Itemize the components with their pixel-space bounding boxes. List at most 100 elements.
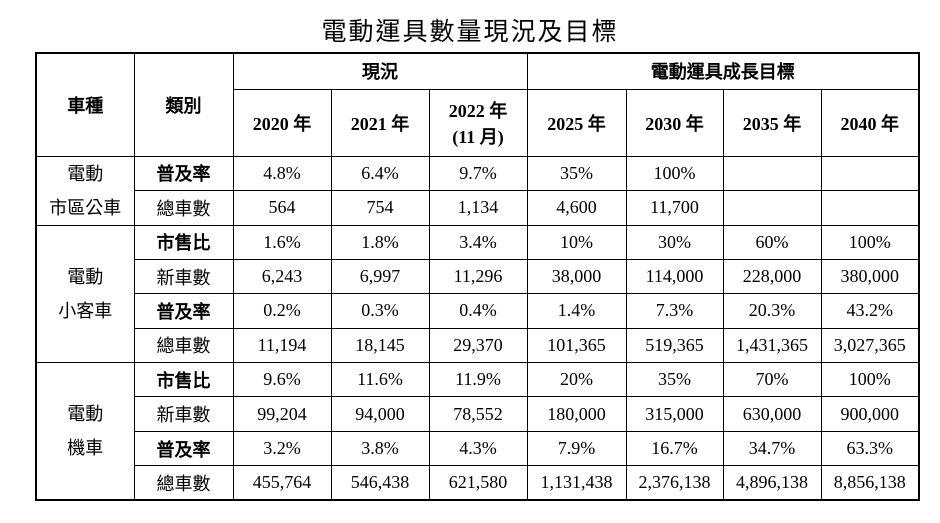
year-header: 2035 年 (722, 88, 822, 157)
value-cell: 7.9% (526, 430, 627, 467)
empty-cell (820, 190, 920, 226)
category-cell: 新車數 (133, 258, 234, 295)
value-cell: 3.8% (330, 430, 430, 467)
value-cell: 1.6% (232, 224, 332, 260)
value-cell: 20.3% (722, 293, 822, 329)
value-cell: 3.2% (232, 430, 332, 467)
value-cell: 11,296 (428, 258, 528, 295)
value-cell: 34.7% (722, 430, 822, 467)
header-cell: 車種 (35, 52, 135, 157)
year-header: 2020 年 (232, 88, 332, 157)
category-cell: 普及率 (133, 293, 234, 329)
value-cell: 10% (526, 224, 627, 260)
year-header: 2021 年 (330, 88, 430, 157)
data-row: 新車數 6,243 6,997 11,296 38,000 114,000 228,000 3… (36, 258, 920, 295)
empty-cell (820, 155, 920, 191)
value-cell: 29,370 (428, 327, 528, 364)
value-cell: 180,000 (526, 396, 627, 432)
category-cell: 市售比 (133, 362, 234, 398)
value-cell: 1,431,365 (722, 327, 822, 364)
group-label: 電動 小客車 (35, 224, 135, 364)
value-cell: 1,134 (428, 190, 528, 226)
header-cell: 電動運具成長目標 (526, 52, 920, 90)
value-cell: 6,997 (330, 258, 430, 295)
year-header: 2040 年 (820, 88, 920, 157)
data-table: 車種 類別 現況 電動運具成長目標 2020 年 2021 年 2022 年 (11… (35, 52, 921, 502)
value-cell: 621,580 (428, 465, 528, 501)
header-row: 2020 年 2021 年 2022 年 (11 月) 2025 年 2030 年 203… (36, 88, 920, 157)
value-cell: 11.9% (428, 362, 528, 398)
value-cell: 0.2% (232, 293, 332, 329)
title: 電動運具數量現況及目標 (321, 19, 619, 46)
data-row: 電動 小客車 市售比 1.6% 1.8% 3.4% 10% 30% 60% 100% (35, 224, 920, 364)
data-row: 總車數 564 754 1,134 4,600 11,700 (36, 190, 920, 226)
value-cell: 30% (625, 224, 724, 260)
data-row: 電動 市區公車 普及率 4.8% 6.4% 9.7% 35% 100% (35, 155, 920, 226)
value-cell: 4.8% (232, 155, 332, 191)
value-cell: 4,600 (526, 190, 627, 226)
value-cell: 35% (625, 362, 724, 398)
value-cell: 100% (820, 362, 920, 398)
value-cell: 380,000 (820, 258, 920, 295)
value-cell: 63.3% (820, 430, 920, 467)
category-cell: 總車數 (133, 327, 234, 364)
value-cell: 35% (526, 155, 627, 191)
value-cell: 99,204 (232, 396, 332, 432)
value-cell: 0.3% (330, 293, 430, 329)
year-header: 2022 年 (11 月) (428, 88, 528, 157)
category-cell: 普及率 (133, 430, 234, 467)
value-cell: 519,365 (625, 327, 724, 364)
value-cell: 9.7% (428, 155, 528, 191)
table-body: 電動 市區公車 普及率 4.8% 6.4% 9.7% 35% 100% 總車數 564 754 1,… (35, 155, 920, 501)
value-cell: 11,700 (625, 190, 724, 226)
category-cell: 普及率 (133, 155, 234, 191)
value-cell: 78,552 (428, 396, 528, 432)
data-row: 總車數 455,764 546,438 621,580 1,131,438 2,376,1… (36, 465, 920, 501)
header-cell: 現況 (232, 52, 528, 90)
header-cell: 類別 (133, 52, 234, 157)
value-cell: 18,145 (330, 327, 430, 364)
value-cell: 1.4% (526, 293, 627, 329)
empty-cell (722, 155, 822, 191)
category-cell: 新車數 (133, 396, 234, 432)
value-cell: 546,438 (330, 465, 430, 501)
header-row: 車種 類別 現況 電動運具成長目標 (35, 52, 920, 157)
data-row: 電動 機車 市售比 9.6% 11.6% 11.9% 20% 35% 70% 100% (35, 362, 920, 501)
value-cell: 0.4% (428, 293, 528, 329)
value-cell: 94,000 (330, 396, 430, 432)
value-cell: 100% (625, 155, 724, 191)
value-cell: 900,000 (820, 396, 920, 432)
empty-cell (722, 190, 822, 226)
year-header: 2030 年 (625, 88, 724, 157)
value-cell: 11,194 (232, 327, 332, 364)
value-cell: 315,000 (625, 396, 724, 432)
value-cell: 100% (820, 224, 920, 260)
group-label: 電動 機車 (35, 362, 135, 501)
value-cell: 228,000 (722, 258, 822, 295)
category-cell: 總車數 (133, 190, 234, 226)
value-cell: 114,000 (625, 258, 724, 295)
data-row: 總車數 11,194 18,145 29,370 101,365 519,365 1,431… (36, 327, 920, 364)
value-cell: 4,896,138 (722, 465, 822, 501)
value-cell: 754 (330, 190, 430, 226)
value-cell: 43.2% (820, 293, 920, 329)
year-header: 2025 年 (526, 88, 627, 157)
value-cell: 38,000 (526, 258, 627, 295)
table-header: 車種 類別 現況 電動運具成長目標 2020 年 2021 年 2022 年 (11… (35, 52, 920, 157)
value-cell: 11.6% (330, 362, 430, 398)
data-row: 普及率 0.2% 0.3% 0.4% 1.4% 7.3% 20.3% 43.2% (36, 293, 920, 329)
value-cell: 16.7% (625, 430, 724, 467)
value-cell: 3,027,365 (820, 327, 920, 364)
value-cell: 3.4% (428, 224, 528, 260)
value-cell: 101,365 (526, 327, 627, 364)
value-cell: 1,131,438 (526, 465, 627, 501)
group-label: 電動 市區公車 (35, 155, 135, 226)
value-cell: 630,000 (722, 396, 822, 432)
category-cell: 市售比 (133, 224, 234, 260)
value-cell: 6.4% (330, 155, 430, 191)
value-cell: 70% (722, 362, 822, 398)
value-cell: 455,764 (232, 465, 332, 501)
value-cell: 1.8% (330, 224, 430, 260)
value-cell: 564 (232, 190, 332, 226)
